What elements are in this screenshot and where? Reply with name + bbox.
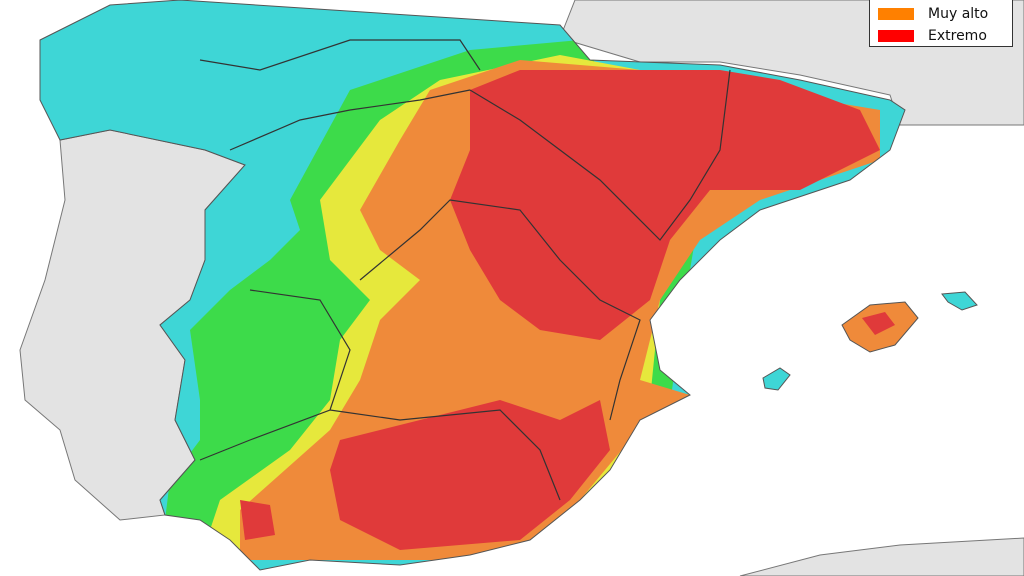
zone-extreme-south bbox=[330, 400, 610, 550]
zone-extreme bbox=[450, 70, 880, 340]
ibiza bbox=[762, 367, 791, 391]
africa bbox=[739, 537, 1024, 576]
mallorca-core bbox=[862, 312, 895, 335]
zone-extreme-southwest bbox=[240, 500, 275, 540]
legend-item: Extremo bbox=[878, 25, 1012, 47]
legend-swatch bbox=[878, 30, 914, 42]
region-borders bbox=[199, 39, 731, 501]
legend-label: Extremo bbox=[928, 28, 987, 44]
legend-item: Muy alto bbox=[878, 3, 1012, 25]
legend-swatch bbox=[878, 8, 914, 20]
spain-outline bbox=[39, 0, 906, 571]
menorca bbox=[941, 291, 978, 311]
legend: Muy alto Extremo bbox=[869, 0, 1013, 47]
legend-label: Muy alto bbox=[928, 6, 989, 22]
